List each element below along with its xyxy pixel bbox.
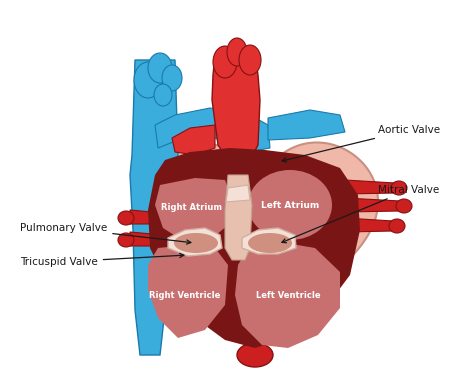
Ellipse shape xyxy=(118,211,134,225)
Ellipse shape xyxy=(389,219,405,233)
Polygon shape xyxy=(225,175,252,260)
Ellipse shape xyxy=(248,170,332,240)
Polygon shape xyxy=(148,148,360,348)
Text: Left Ventricle: Left Ventricle xyxy=(255,291,320,300)
Polygon shape xyxy=(226,185,250,202)
Ellipse shape xyxy=(174,233,218,253)
Text: Right Ventricle: Right Ventricle xyxy=(149,291,221,300)
Ellipse shape xyxy=(154,84,172,106)
Ellipse shape xyxy=(213,46,237,78)
Text: Left Atrium: Left Atrium xyxy=(261,201,319,210)
Ellipse shape xyxy=(396,199,412,213)
Polygon shape xyxy=(172,125,215,155)
Ellipse shape xyxy=(391,181,407,195)
Polygon shape xyxy=(155,108,270,152)
Polygon shape xyxy=(212,55,260,165)
Text: Tricuspid Valve: Tricuspid Valve xyxy=(20,253,184,267)
Ellipse shape xyxy=(148,53,172,83)
Polygon shape xyxy=(242,228,296,254)
Ellipse shape xyxy=(227,38,247,66)
Polygon shape xyxy=(345,180,395,194)
Ellipse shape xyxy=(237,343,273,367)
Text: Pulmonary Valve: Pulmonary Valve xyxy=(20,223,191,244)
Polygon shape xyxy=(240,170,338,245)
Text: Right Atrium: Right Atrium xyxy=(162,204,222,213)
Ellipse shape xyxy=(162,65,182,91)
Text: Aortic Valve: Aortic Valve xyxy=(282,125,440,162)
Polygon shape xyxy=(130,210,152,224)
Ellipse shape xyxy=(134,62,162,98)
Polygon shape xyxy=(345,198,400,212)
Ellipse shape xyxy=(239,45,261,75)
Polygon shape xyxy=(130,232,152,246)
Polygon shape xyxy=(155,178,232,242)
Polygon shape xyxy=(235,242,340,348)
Text: Mitral Valve: Mitral Valve xyxy=(282,185,439,243)
Ellipse shape xyxy=(248,233,292,253)
Polygon shape xyxy=(130,60,178,355)
Polygon shape xyxy=(345,218,393,232)
Polygon shape xyxy=(138,142,378,357)
Polygon shape xyxy=(268,110,345,140)
Polygon shape xyxy=(168,228,222,256)
Polygon shape xyxy=(148,245,228,338)
Ellipse shape xyxy=(118,233,134,247)
